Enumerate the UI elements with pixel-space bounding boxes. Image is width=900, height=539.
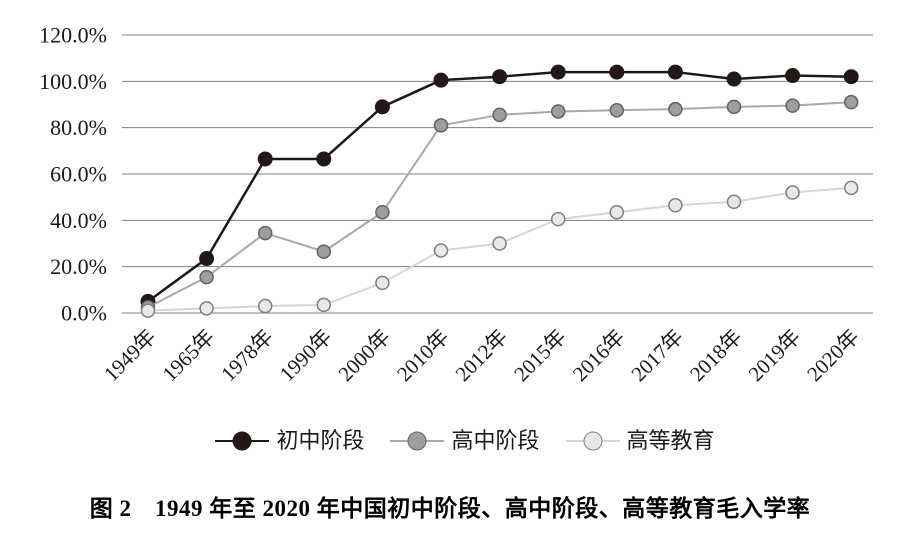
data-point-series-1 bbox=[199, 251, 215, 267]
legend-label-senior-secondary: 高中阶段 bbox=[451, 428, 540, 453]
data-point-series-1 bbox=[257, 151, 273, 167]
legend-marker-junior-secondary-icon bbox=[215, 430, 270, 452]
data-point-series-2 bbox=[785, 98, 800, 113]
x-axis-tick-label: 2000年 bbox=[333, 325, 395, 387]
data-point-series-3 bbox=[433, 243, 449, 258]
data-point-series-3 bbox=[550, 211, 566, 227]
data-point-series-2 bbox=[668, 101, 683, 117]
data-point-series-3 bbox=[726, 194, 742, 210]
y-axis-tick-label: 0.0% bbox=[61, 301, 107, 326]
x-axis-tick-label: 1965年 bbox=[158, 325, 220, 387]
legend-item-higher-education: 高等教育 bbox=[565, 428, 715, 453]
data-point-series-3 bbox=[843, 180, 859, 196]
y-axis-tick-label: 40.0% bbox=[50, 208, 107, 233]
legend-item-junior-secondary: 初中阶段 bbox=[215, 430, 364, 452]
data-point-series-3 bbox=[375, 275, 390, 291]
data-point-series-3 bbox=[785, 185, 800, 200]
x-axis-tick-label: 1990年 bbox=[275, 325, 337, 387]
x-axis-tick-label: 2020年 bbox=[802, 325, 864, 387]
x-axis-tick-label: 2015年 bbox=[509, 325, 571, 387]
data-point-series-1 bbox=[843, 69, 859, 85]
data-point-series-3 bbox=[609, 204, 625, 220]
data-point-series-1 bbox=[433, 72, 449, 88]
data-point-series-3 bbox=[140, 303, 156, 318]
data-point-series-1 bbox=[374, 99, 390, 115]
x-axis-tick-label: 2012年 bbox=[451, 325, 513, 387]
x-axis-tick-label: 2016年 bbox=[568, 325, 630, 387]
legend-label-higher-education: 高等教育 bbox=[626, 428, 715, 453]
series-line-2 bbox=[147, 101, 852, 309]
x-axis-tick-label: 2018年 bbox=[685, 325, 747, 387]
data-point-series-1 bbox=[550, 64, 566, 80]
data-point-series-1 bbox=[316, 151, 332, 167]
legend-marker-higher-education-icon bbox=[565, 430, 620, 452]
chart-legend: 初中阶段 高中阶段 高等教育 bbox=[0, 430, 900, 452]
data-point-series-2 bbox=[375, 204, 390, 220]
x-axis-tick-label: 1978年 bbox=[216, 325, 278, 387]
data-point-series-1 bbox=[492, 69, 508, 85]
data-point-series-2 bbox=[492, 107, 507, 123]
data-point-series-3 bbox=[199, 301, 214, 316]
x-axis-tick-label: 2019年 bbox=[744, 325, 806, 387]
x-axis-tick-label: 2010年 bbox=[392, 325, 454, 387]
y-axis-tick-label: 100.0% bbox=[39, 69, 107, 94]
legend-dot bbox=[232, 431, 252, 451]
x-axis-tick-label: 2017年 bbox=[626, 325, 688, 387]
data-point-series-1 bbox=[726, 71, 742, 87]
legend-dot bbox=[407, 431, 427, 451]
data-point-series-2 bbox=[433, 118, 449, 133]
data-point-series-3 bbox=[492, 236, 507, 251]
data-point-series-2 bbox=[316, 244, 332, 259]
figure-caption: 图 2 1949 年至 2020 年中国初中阶段、高中阶段、高等教育毛入学率 bbox=[89, 496, 811, 521]
data-point-series-1 bbox=[667, 64, 683, 80]
data-point-series-2 bbox=[199, 269, 214, 285]
data-point-series-1 bbox=[785, 68, 801, 84]
legend-item-senior-secondary: 高中阶段 bbox=[390, 428, 540, 453]
legend-label-junior-secondary: 初中阶段 bbox=[276, 428, 365, 453]
data-point-series-3 bbox=[257, 298, 273, 314]
x-axis-tick-label: 1949年 bbox=[99, 325, 161, 387]
legend-dot bbox=[583, 431, 602, 451]
data-point-series-2 bbox=[609, 103, 625, 118]
y-axis-tick-label: 60.0% bbox=[50, 162, 107, 187]
y-axis-tick-label: 80.0% bbox=[50, 115, 107, 140]
data-point-series-3 bbox=[316, 297, 332, 313]
data-point-series-2 bbox=[257, 225, 273, 241]
y-axis-tick-label: 20.0% bbox=[50, 254, 107, 279]
data-point-series-2 bbox=[726, 99, 742, 115]
data-point-series-2 bbox=[550, 104, 566, 119]
data-point-series-3 bbox=[668, 198, 683, 213]
y-axis-tick-label: 120.0% bbox=[39, 23, 107, 48]
data-point-series-2 bbox=[843, 94, 859, 110]
legend-marker-senior-secondary-icon bbox=[390, 430, 445, 452]
line-chart: 0.0% 20.0% 40.0% 60.0% 80.0% 100.0% 120.0% 1949… bbox=[39, 23, 873, 387]
data-point-series-1 bbox=[609, 64, 625, 80]
